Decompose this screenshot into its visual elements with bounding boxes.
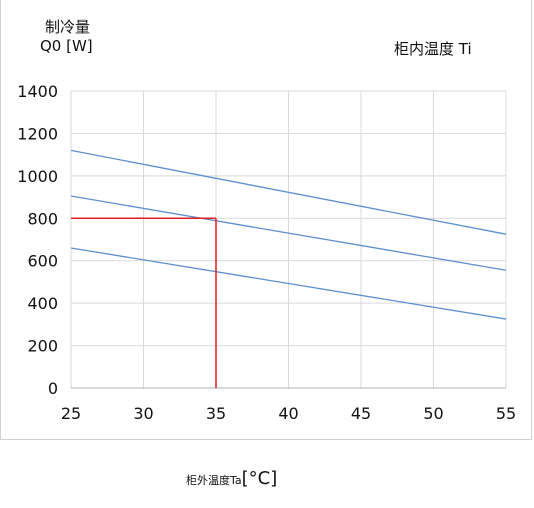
x-tick-label: 30 <box>133 404 153 423</box>
x-tick-label: 40 <box>278 404 298 423</box>
x-axis-title-name: 柜外温度Ta <box>186 474 242 487</box>
y-axis-title-line2: Q0 [W] <box>40 37 93 55</box>
y-tick-label: 200 <box>27 337 58 356</box>
series-line-2 <box>70 195 507 271</box>
y-tick-label: 600 <box>27 252 58 271</box>
y-tick-label: 0 <box>48 379 58 398</box>
legend-title: 柜内温度 Ti <box>394 40 472 58</box>
y-tick-label: 1200 <box>17 124 58 143</box>
series-line-1 <box>70 149 507 235</box>
series-line-3 <box>70 247 507 320</box>
x-tick-label: 55 <box>496 404 516 423</box>
x-axis-title-unit: [°C] <box>241 468 278 489</box>
x-tick-label: 25 <box>61 404 81 423</box>
chart-frame <box>0 0 532 440</box>
y-tick-label: 800 <box>27 209 58 228</box>
x-tick-label: 50 <box>423 404 443 423</box>
x-tick-label: 35 <box>206 404 226 423</box>
y-tick-label: 400 <box>27 294 58 313</box>
y-tick-label: 1000 <box>17 167 58 186</box>
x-tick-label: 45 <box>351 404 371 423</box>
y-tick-label: 1400 <box>17 82 58 101</box>
y-axis-title-line1: 制冷量 <box>45 18 91 36</box>
x-axis-title: 柜外温度Ta[°C] <box>186 468 277 489</box>
